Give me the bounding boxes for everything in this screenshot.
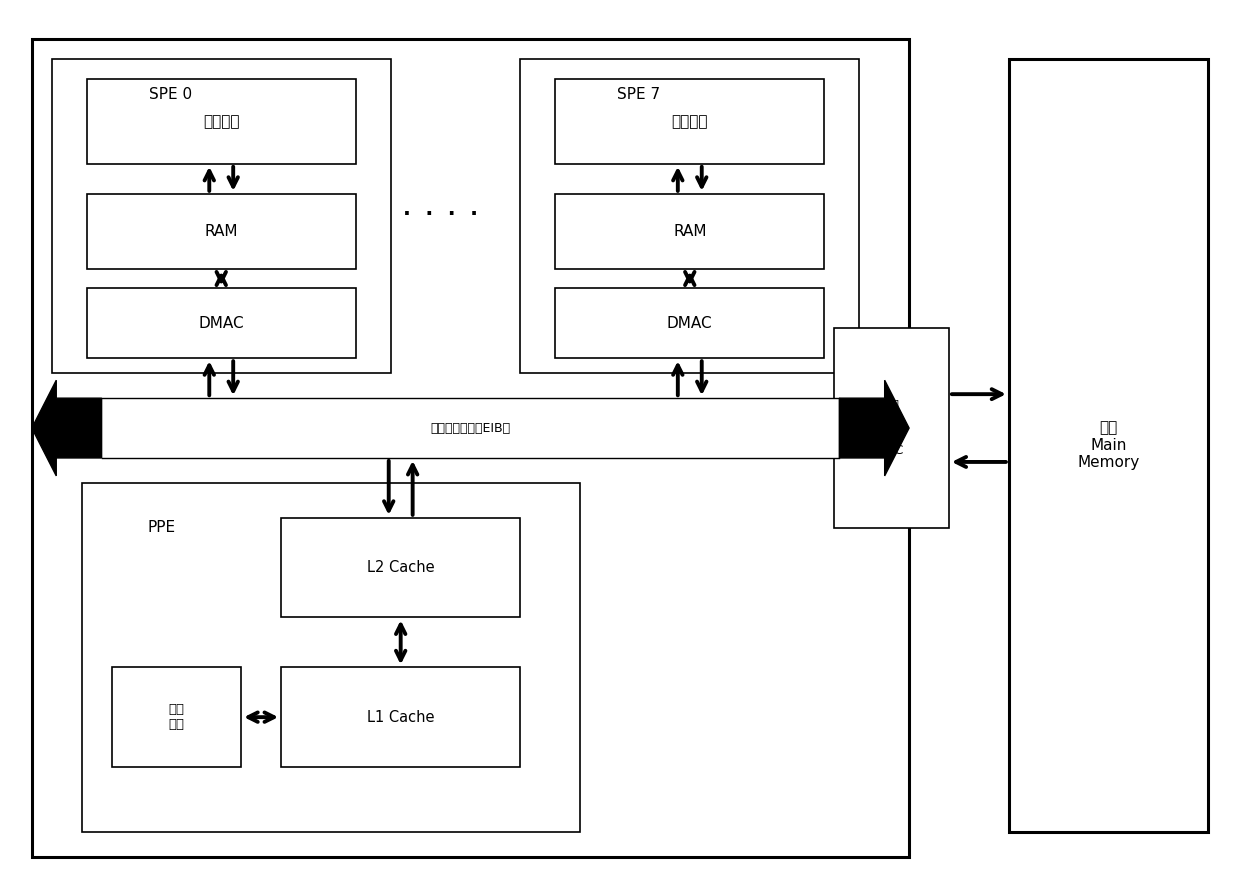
- Text: ·  ·  ·  ·: · · · ·: [403, 204, 479, 224]
- Bar: [102, 398, 839, 458]
- Text: 处理单元: 处理单元: [203, 114, 239, 129]
- Text: 内存
控制
器
MIC: 内存 控制 器 MIC: [879, 399, 904, 457]
- Bar: [87, 288, 356, 358]
- Text: SPE 0: SPE 0: [149, 87, 192, 102]
- Text: PPE: PPE: [148, 521, 176, 535]
- Text: DMAC: DMAC: [667, 316, 713, 331]
- Bar: [521, 59, 859, 373]
- Bar: [112, 667, 242, 767]
- Text: L2 Cache: L2 Cache: [367, 560, 434, 575]
- Text: DMAC: DMAC: [198, 316, 244, 331]
- Bar: [87, 79, 356, 164]
- Text: 处理
单元: 处理 单元: [169, 703, 185, 731]
- Bar: [556, 288, 825, 358]
- Polygon shape: [839, 380, 909, 476]
- Bar: [835, 329, 949, 528]
- Text: RAM: RAM: [205, 223, 238, 238]
- Text: 处理单元: 处理单元: [672, 114, 708, 129]
- Bar: [556, 194, 825, 269]
- Bar: [82, 483, 580, 831]
- Text: SPE 7: SPE 7: [618, 87, 661, 102]
- Bar: [281, 667, 521, 767]
- Bar: [556, 79, 825, 164]
- Text: 主存
Main
Memory: 主存 Main Memory: [1078, 421, 1140, 471]
- Bar: [52, 59, 391, 373]
- Text: RAM: RAM: [673, 223, 707, 238]
- Polygon shape: [32, 380, 102, 476]
- Bar: [87, 194, 356, 269]
- Text: L1 Cache: L1 Cache: [367, 710, 434, 724]
- Bar: [32, 39, 909, 856]
- Bar: [281, 518, 521, 617]
- Bar: [1009, 59, 1208, 831]
- Text: 单元互连总线（EIB）: 单元互连总线（EIB）: [430, 421, 511, 435]
